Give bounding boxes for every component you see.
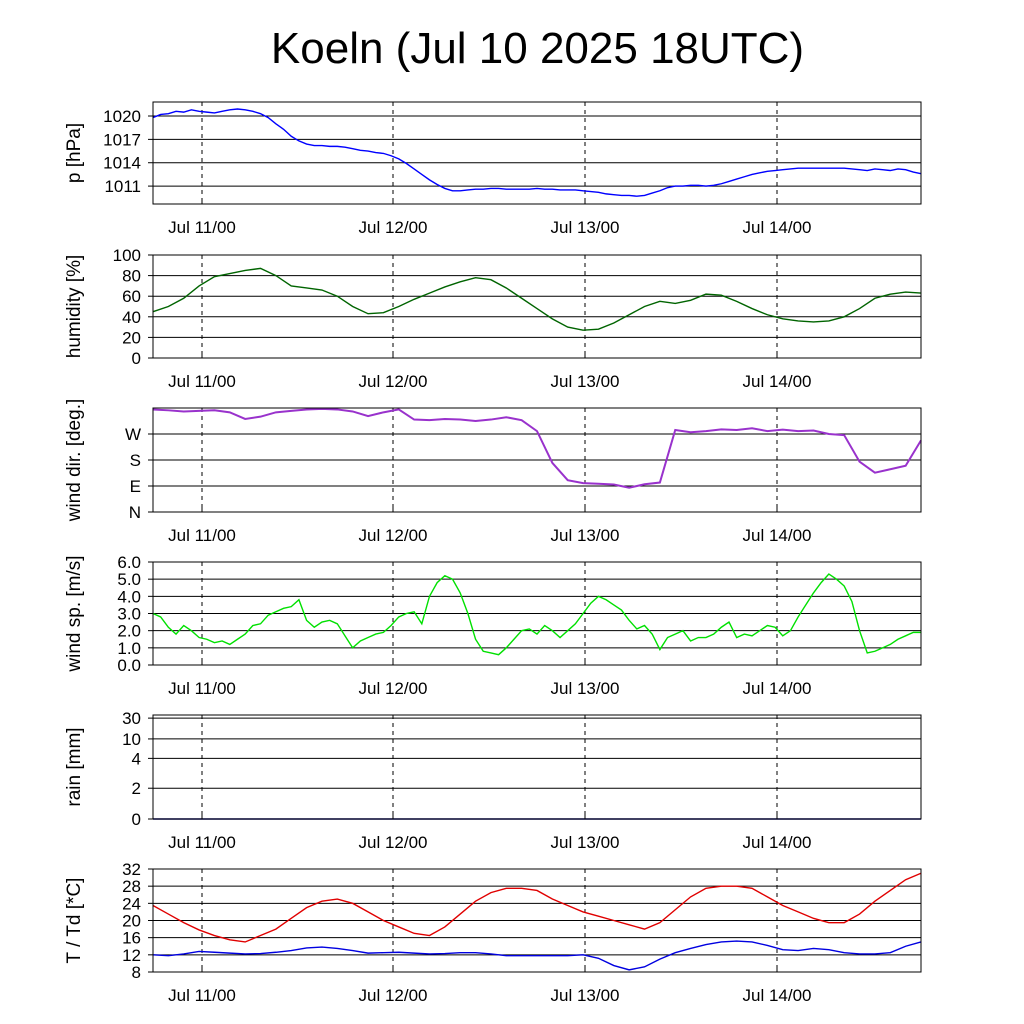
y-axis-label: humidity [%] <box>64 255 85 358</box>
y-tick-label: 1014 <box>103 154 141 173</box>
series-line-wind_direction <box>152 407 922 489</box>
x-tick-label: Jul 13/00 <box>551 526 620 545</box>
x-tick-label: Jul 11/00 <box>168 372 236 391</box>
x-tick-label: Jul 13/00 <box>551 218 620 237</box>
x-tick-label: Jul 11/00 <box>168 526 236 545</box>
y-tick-label: 0 <box>132 349 141 368</box>
y-tick-label: 2 <box>132 779 141 798</box>
y-tick-label: 4 <box>132 749 141 768</box>
panel-frame <box>152 868 922 973</box>
x-tick-label: Jul 13/00 <box>551 679 620 698</box>
panel-pressure: 1011 1014 1017 1020 Jul 11/00 Jul 12/00 Jul 13… <box>64 101 922 237</box>
y-tick-label: 20 <box>122 912 141 931</box>
y-tick-label: 6.0 <box>117 553 141 572</box>
y-tick-label: 2.0 <box>117 622 141 641</box>
panel-rain: 0 2 410 30 Jul 11/00 Jul 12/00 Jul 13/00 Jul 14… <box>64 709 922 852</box>
y-tick-label: 30 <box>122 709 141 728</box>
panel-frame <box>152 101 922 205</box>
x-tick-label: Jul 14/00 <box>743 986 812 1005</box>
series-line-wind_speed <box>152 573 921 656</box>
y-tick-label: 32 <box>122 860 141 879</box>
y-tick-label: 12 <box>122 946 141 965</box>
y-tick-label: 60 <box>122 287 141 306</box>
y-tick-label: 1017 <box>103 130 141 149</box>
x-tick-label: Jul 13/00 <box>551 833 620 852</box>
y-tick-label: 80 <box>122 267 141 286</box>
y-axis-label: wind dir. [deg.] <box>64 399 85 523</box>
panel-frame <box>152 254 922 359</box>
y-tick-label: 1020 <box>103 107 141 126</box>
x-tick-label: Jul 13/00 <box>551 986 620 1005</box>
x-tick-label: Jul 12/00 <box>359 833 428 852</box>
x-tick-label: Jul 12/00 <box>359 372 428 391</box>
x-tick-label: Jul 14/00 <box>743 372 812 391</box>
y-axis-label: p [hPa] <box>64 123 85 183</box>
x-tick-label: Jul 11/00 <box>168 833 236 852</box>
panel-frame <box>152 407 922 513</box>
y-tick-label: 3.0 <box>117 605 141 624</box>
y-tick-label: 0.0 <box>117 656 141 675</box>
x-tick-label: Jul 11/00 <box>168 679 236 698</box>
y-axis-label: T / Td [*C] <box>64 878 85 964</box>
y-tick-label: 5.0 <box>117 570 141 589</box>
panel-wind_speed: 0.01.02.03.04.05.06.0 Jul 11/00 Jul 12/00 J… <box>64 553 922 698</box>
series-line-humidity <box>152 267 922 331</box>
x-tick-label: Jul 14/00 <box>743 218 812 237</box>
series-line-temperature-td <box>152 940 922 971</box>
y-tick-label: 28 <box>122 877 141 896</box>
x-tick-label: Jul 14/00 <box>743 526 812 545</box>
y-axis-label: wind sp. [m/s] <box>64 555 85 672</box>
x-tick-label: Jul 12/00 <box>359 218 428 237</box>
y-tick-label: 40 <box>122 308 141 327</box>
y-tick-label: 4.0 <box>117 587 141 606</box>
x-tick-label: Jul 12/00 <box>359 986 428 1005</box>
y-tick-label: N <box>129 503 141 522</box>
y-tick-label: W <box>125 425 141 444</box>
x-tick-label: Jul 11/00 <box>168 218 236 237</box>
y-tick-label: 1011 <box>104 177 141 196</box>
panel-frame <box>152 714 922 820</box>
chart-title: Koeln (Jul 10 2025 18UTC) <box>270 24 805 73</box>
y-tick-label: E <box>130 477 141 496</box>
x-tick-label: Jul 11/00 <box>168 986 236 1005</box>
y-tick-label: 10 <box>122 730 141 749</box>
y-tick-label: 1.0 <box>117 639 141 658</box>
panel-frame <box>152 561 922 666</box>
x-tick-label: Jul 12/00 <box>359 679 428 698</box>
x-tick-label: Jul 14/00 <box>743 833 812 852</box>
x-tick-label: Jul 13/00 <box>551 372 620 391</box>
y-tick-label: 20 <box>122 328 141 347</box>
x-tick-label: Jul 14/00 <box>743 679 812 698</box>
y-tick-label: 8 <box>132 963 141 982</box>
y-tick-label: 16 <box>122 929 141 948</box>
y-tick-label: 24 <box>122 894 141 913</box>
y-tick-label: S <box>130 451 141 470</box>
y-tick-label: 100 <box>113 246 141 265</box>
series-line-pressure <box>152 108 922 197</box>
y-axis-label: rain [mm] <box>64 727 85 806</box>
x-tick-label: Jul 12/00 <box>359 526 428 545</box>
series-line-temperature-t <box>152 872 922 943</box>
y-tick-label: 0 <box>132 810 141 829</box>
